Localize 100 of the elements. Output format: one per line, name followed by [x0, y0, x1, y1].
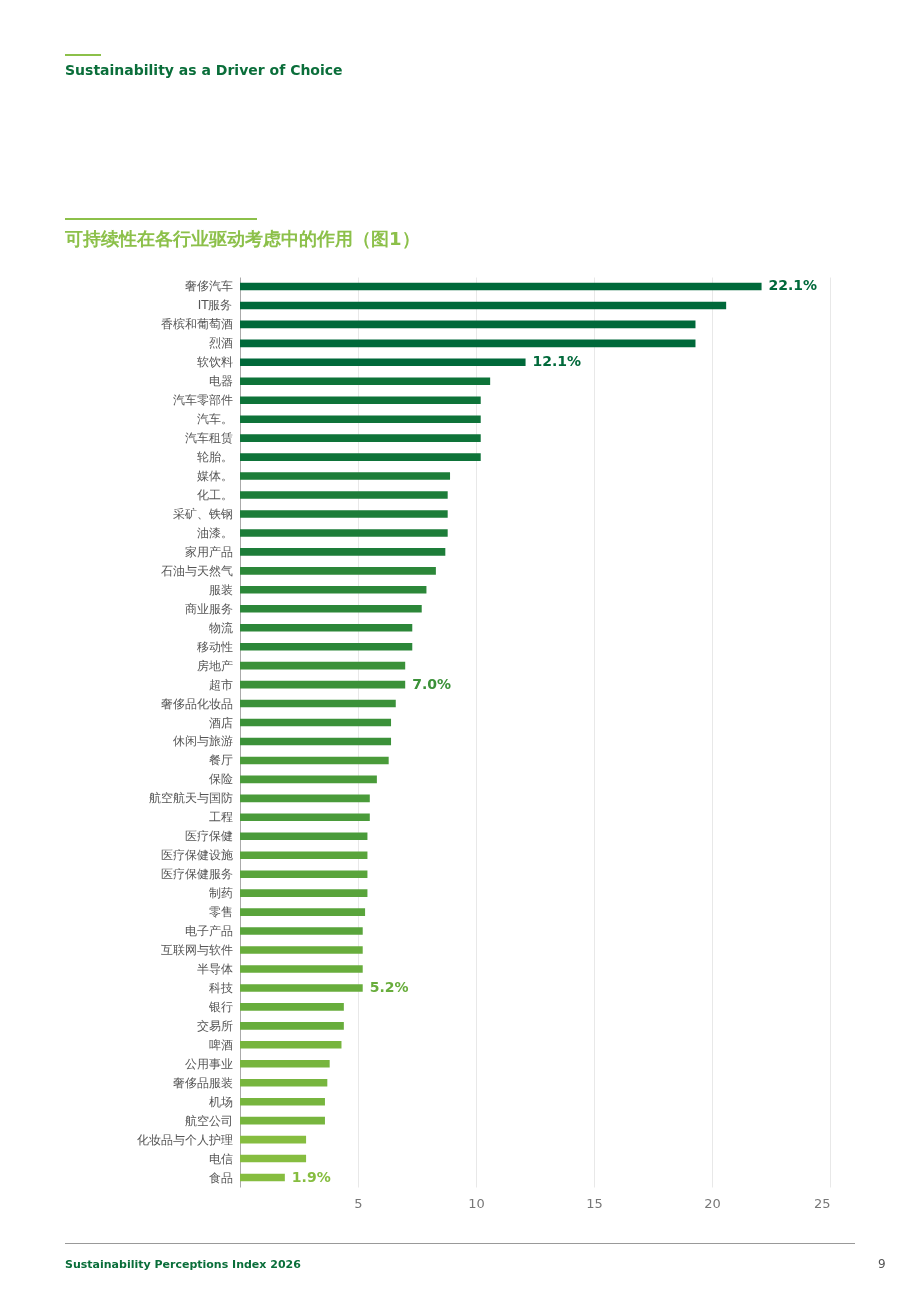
- y-tick-label: 油漆。: [196, 525, 233, 540]
- bar: [240, 813, 370, 822]
- y-tick-label: 零售: [208, 905, 233, 920]
- y-tick-label: 制药: [208, 886, 233, 901]
- bar: [240, 718, 392, 727]
- bar: [240, 472, 451, 480]
- y-tick-label: 航空公司: [184, 1113, 233, 1128]
- y-tick-label: 公用事业: [184, 1056, 233, 1071]
- bar: [240, 604, 422, 613]
- y-tick-label: 银行: [207, 999, 233, 1014]
- y-tick-label: 科技: [208, 980, 233, 995]
- y-tick-label: 家用产品: [184, 544, 233, 559]
- bar: [240, 889, 368, 897]
- y-tick-label: 移动性: [196, 639, 233, 654]
- y-tick-label: 轮胎。: [196, 450, 233, 465]
- bar: [240, 415, 481, 423]
- bar: [240, 491, 448, 499]
- y-tick-label: 香槟和葡萄酒: [160, 317, 233, 332]
- y-tick-label: 互联网与软件: [160, 943, 233, 958]
- bar: [240, 1003, 344, 1011]
- y-tick-label: 医疗保健服务: [160, 867, 233, 882]
- bar: [240, 1135, 307, 1144]
- y-tick-label: 半导体: [196, 961, 233, 976]
- bar: [240, 642, 413, 651]
- y-tick-label: 化工。: [196, 488, 233, 503]
- bar: [240, 927, 363, 935]
- y-tick-label: 保险: [208, 772, 233, 787]
- y-tick-label: 奢侈品化妆品: [160, 696, 233, 711]
- y-tick-label: 食品: [208, 1170, 233, 1185]
- bar: [240, 320, 696, 329]
- y-tick-label: 医疗保健: [184, 829, 233, 844]
- y-tick-label: 汽车零部件: [172, 393, 233, 408]
- y-tick-label: 汽车。: [196, 412, 233, 427]
- bar: [240, 377, 491, 386]
- x-tick-label: 20: [704, 1195, 721, 1211]
- bar: [240, 586, 427, 594]
- y-tick-label: 交易所: [196, 1018, 233, 1033]
- y-tick-label: 电器: [208, 374, 233, 389]
- y-tick-label: 超市: [208, 677, 233, 692]
- y-tick-label: 物流: [208, 620, 233, 635]
- y-tick-label: 电子产品: [184, 924, 233, 939]
- data-label: 5.2%: [369, 978, 409, 995]
- x-tick-label: 25: [813, 1195, 831, 1211]
- bar: [240, 339, 696, 348]
- y-tick-label: 休闲与旅游: [172, 734, 233, 749]
- bar: [240, 1097, 325, 1106]
- text: Sustainability as a Driver of Choice: [65, 62, 343, 78]
- bar: [240, 453, 481, 461]
- y-tick-label: IT服务: [197, 298, 233, 313]
- bar: [240, 661, 406, 670]
- data-label: 1.9%: [291, 1168, 331, 1185]
- bar: [240, 680, 406, 689]
- y-tick-label: 餐厅: [208, 753, 233, 768]
- y-tick-label: 服装: [208, 582, 233, 597]
- bar: [240, 756, 389, 765]
- bar: [240, 908, 366, 916]
- bar: [240, 832, 368, 841]
- y-tick-label: 奢侈品服装: [172, 1075, 233, 1090]
- bar: [240, 1059, 330, 1068]
- bar: [240, 737, 392, 746]
- y-tick-label: 电信: [208, 1151, 233, 1166]
- bar: [240, 529, 448, 537]
- bar: [240, 1022, 344, 1030]
- bar: [240, 358, 526, 367]
- text: 9: [878, 1257, 886, 1271]
- bar: [240, 794, 370, 803]
- data-label: 12.1%: [532, 353, 582, 370]
- bar: [240, 1041, 342, 1049]
- x-tick-label: 5: [354, 1195, 363, 1211]
- bar: [240, 984, 363, 992]
- y-tick-label: 机场: [208, 1094, 233, 1109]
- data-label: 22.1%: [768, 277, 818, 294]
- bar: [240, 434, 481, 442]
- bar: [240, 623, 413, 632]
- x-tick-label: 15: [586, 1195, 603, 1211]
- bar: [240, 301, 727, 310]
- y-tick-label: 媒体。: [196, 469, 233, 484]
- bar: [240, 396, 481, 405]
- x-tick-label: 10: [468, 1195, 485, 1211]
- y-tick-label: 软饮料: [196, 355, 233, 370]
- y-tick-label: 啤酒: [208, 1037, 233, 1052]
- bar: [240, 548, 446, 556]
- y-tick-label: 商业服务: [184, 601, 233, 616]
- data-label: 7.0%: [412, 675, 452, 692]
- y-tick-label: 汽车租赁: [184, 431, 233, 446]
- y-tick-label: 化妆品与个人护理: [136, 1132, 233, 1147]
- bar: [240, 1116, 325, 1125]
- bar: [240, 946, 363, 954]
- y-tick-label: 工程: [208, 810, 233, 825]
- bar: [240, 567, 436, 575]
- bar: [240, 510, 448, 518]
- bar: [240, 699, 396, 708]
- y-tick-label: 石油与天然气: [160, 563, 233, 578]
- bar: [240, 870, 368, 878]
- y-tick-label: 采矿、铁钢: [172, 506, 233, 521]
- y-tick-label: 烈酒: [208, 336, 233, 351]
- bar: [240, 965, 363, 973]
- y-tick-label: 房地产: [196, 658, 233, 673]
- y-tick-label: 酒店: [208, 715, 233, 730]
- chart-title: 可持续性在各行业驱动考虑中的作用（图1）: [64, 228, 420, 249]
